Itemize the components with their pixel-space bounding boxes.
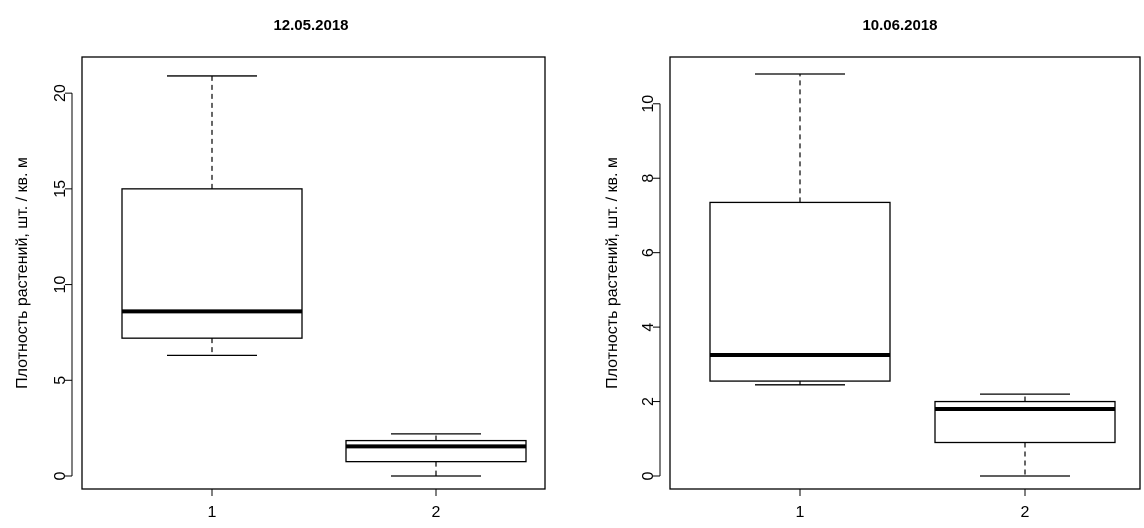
y-tick-label: 6 — [640, 248, 657, 257]
box-1 — [709, 73, 891, 386]
box-2 — [934, 393, 1116, 477]
y-tick-label: 4 — [640, 323, 657, 332]
chart-title: 12.05.2018 — [273, 17, 348, 34]
y-tick-label: 10 — [640, 95, 657, 113]
y-axis-label: Плотность растений, шт. / кв. м — [14, 157, 31, 389]
box-2 — [345, 433, 527, 477]
x-tick-label: 2 — [1021, 504, 1030, 521]
x-tick-label: 2 — [432, 504, 441, 521]
box-1 — [121, 75, 303, 357]
box-body — [345, 439, 527, 463]
x-tick-label: 1 — [208, 504, 217, 521]
y-tick-label: 5 — [52, 376, 69, 385]
y-axis-label: Плотность растений, шт. / кв. м — [604, 157, 621, 389]
box-body — [121, 188, 303, 339]
x-tick-label: 1 — [796, 504, 805, 521]
y-tick-label: 20 — [52, 84, 69, 102]
y-tick-label: 0 — [640, 471, 657, 480]
box-body — [709, 201, 891, 382]
y-tick-label: 15 — [52, 180, 69, 198]
y-tick-label: 0 — [52, 471, 69, 480]
chart-panel-2: 10.06.2018 Плотность растений, шт. / кв. … — [604, 17, 1141, 521]
y-tick-label: 10 — [52, 276, 69, 294]
y-tick-label: 8 — [640, 174, 657, 183]
chart-title: 10.06.2018 — [862, 17, 937, 34]
y-tick-label: 2 — [640, 397, 657, 406]
chart-panel-1: 12.05.2018 Плотность растений, шт. / кв. … — [14, 17, 546, 521]
